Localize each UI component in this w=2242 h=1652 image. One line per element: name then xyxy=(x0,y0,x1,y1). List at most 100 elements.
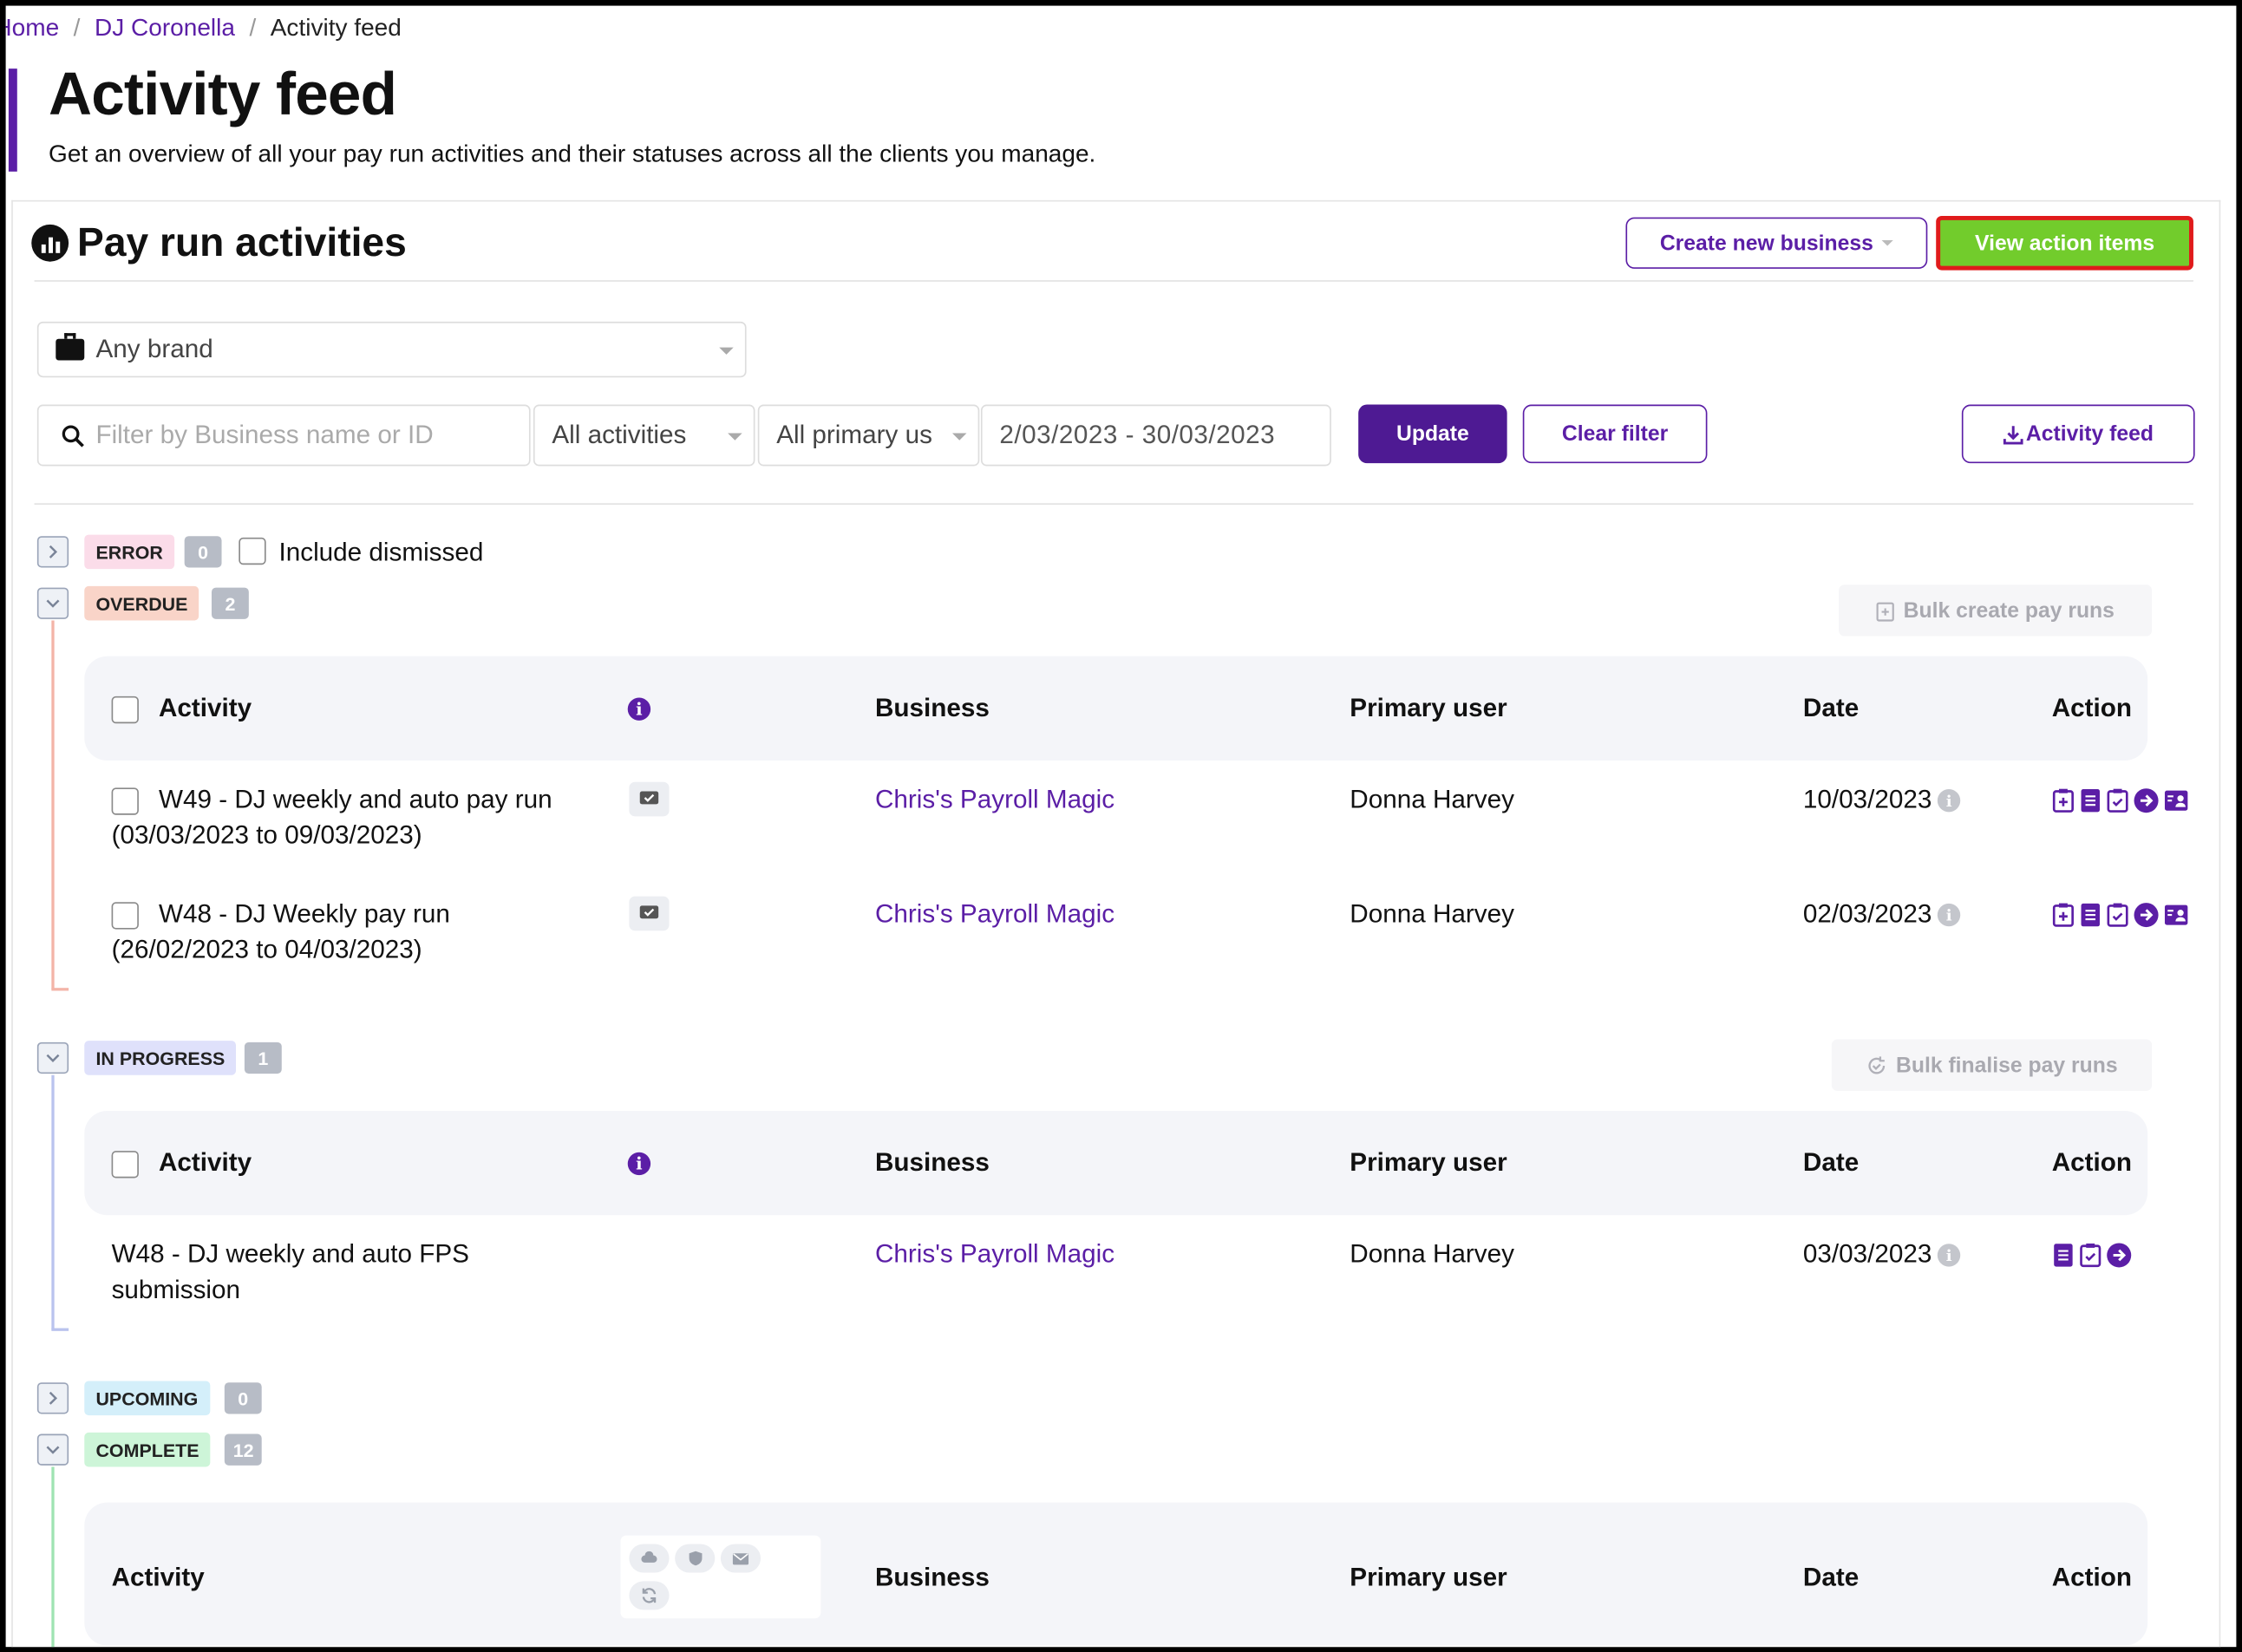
chevron-down-icon xyxy=(46,1446,60,1454)
clipboard-check-icon[interactable] xyxy=(2079,1243,2101,1269)
divider xyxy=(34,503,2193,505)
collapse-complete-toggle[interactable] xyxy=(36,1433,69,1466)
expand-error-toggle[interactable] xyxy=(36,536,69,568)
column-action: Action xyxy=(2051,1562,2133,1591)
select-all-checkbox[interactable] xyxy=(111,1151,139,1179)
in-progress-group-line-end xyxy=(51,1328,69,1331)
complete-status-badge: COMPLETE xyxy=(84,1432,211,1467)
breadcrumb: Home / DJ Coronella / Activity feed xyxy=(6,14,402,42)
integration-status-icons xyxy=(620,1535,821,1619)
in-progress-count: 1 xyxy=(244,1041,282,1074)
primary-user: Donna Harvey xyxy=(1350,785,1514,814)
column-business: Business xyxy=(874,1562,990,1591)
expand-upcoming-toggle[interactable] xyxy=(36,1382,69,1414)
user-assign-icon[interactable] xyxy=(2163,902,2189,928)
create-new-business-button[interactable]: Create new business xyxy=(1625,217,1928,269)
card-title-text: Pay run activities xyxy=(77,219,407,264)
business-link[interactable]: Chris's Payroll Magic xyxy=(874,898,1115,928)
in-progress-status-badge: IN PROGRESS xyxy=(84,1041,237,1075)
breadcrumb-separator: / xyxy=(73,14,81,42)
collapse-in-progress-toggle[interactable] xyxy=(36,1041,69,1074)
activity-name: W49 - DJ weekly and auto pay run xyxy=(158,785,552,814)
arrow-right-circle-icon[interactable] xyxy=(2106,1243,2132,1269)
update-button[interactable]: Update xyxy=(1358,404,1507,464)
briefcase-icon xyxy=(56,333,85,361)
overdue-status-badge: OVERDUE xyxy=(84,585,199,621)
collapse-overdue-toggle[interactable] xyxy=(36,587,69,619)
overdue-group-line xyxy=(51,620,54,989)
sync-icon[interactable] xyxy=(629,1581,670,1610)
column-activity: Activity xyxy=(158,1147,252,1177)
clipboard-plus-icon[interactable] xyxy=(2052,902,2075,928)
info-icon[interactable]: i xyxy=(1938,789,1961,813)
date-range-value: 2/03/2023 - 30/03/2023 xyxy=(999,420,1276,449)
export-label: Activity feed xyxy=(2025,421,2154,447)
clear-filter-button[interactable]: Clear filter xyxy=(1522,404,1708,464)
activity-date: 03/03/2023 i xyxy=(1803,1237,1961,1272)
info-icon[interactable]: i xyxy=(1938,904,1961,927)
chevron-down-icon xyxy=(1881,239,1893,246)
column-activity: Activity xyxy=(158,693,252,722)
activity-date: 10/03/2023 i xyxy=(1803,782,1961,818)
primary-user-select[interactable]: All primary us xyxy=(757,404,980,467)
document-icon[interactable] xyxy=(2079,787,2101,813)
in-progress-table-header xyxy=(84,1110,2148,1216)
activity-name: W48 - DJ Weekly pay run xyxy=(158,898,450,928)
breadcrumb-home[interactable]: Home xyxy=(0,14,60,42)
brand-select[interactable]: Any brand xyxy=(36,321,747,378)
breadcrumb-separator: / xyxy=(249,14,257,42)
shield-icon[interactable] xyxy=(675,1544,716,1573)
arrow-right-circle-icon[interactable] xyxy=(2134,902,2160,928)
select-all-checkbox[interactable] xyxy=(111,695,139,724)
refresh-check-icon xyxy=(1868,1055,1886,1074)
row-checkbox[interactable] xyxy=(111,787,139,815)
in-progress-group-line xyxy=(51,1074,54,1330)
business-link[interactable]: Chris's Payroll Magic xyxy=(874,1239,1115,1269)
column-business: Business xyxy=(874,1147,990,1177)
overdue-table-header xyxy=(84,656,2148,761)
brand-select-value: Any brand xyxy=(95,334,213,363)
clear-filter-label: Clear filter xyxy=(1561,421,1669,447)
info-icon[interactable]: i xyxy=(627,697,651,721)
business-link[interactable]: Chris's Payroll Magic xyxy=(874,785,1115,814)
info-icon[interactable]: i xyxy=(627,1152,651,1176)
business-search-input[interactable]: Filter by Business name or ID xyxy=(36,404,531,467)
upcoming-status-badge: UPCOMING xyxy=(84,1381,210,1416)
clipboard-check-icon[interactable] xyxy=(2106,902,2128,928)
view-action-items-button[interactable]: View action items xyxy=(1936,215,2193,271)
column-action: Action xyxy=(2051,1147,2133,1177)
card-title: Pay run activities xyxy=(31,219,407,266)
document-icon[interactable] xyxy=(2052,1243,2075,1269)
bulk-finalise-pay-runs-button[interactable]: Bulk finalise pay runs xyxy=(1831,1039,2153,1091)
row-actions xyxy=(2052,902,2189,928)
date-range-input[interactable]: 2/03/2023 - 30/03/2023 xyxy=(980,404,1331,467)
arrow-right-circle-icon[interactable] xyxy=(2134,787,2160,813)
bulk-create-pay-runs-button[interactable]: Bulk create pay runs xyxy=(1839,584,2153,637)
include-dismissed-checkbox[interactable] xyxy=(239,537,266,565)
title-accent-bar xyxy=(8,69,17,172)
user-assign-icon[interactable] xyxy=(2163,787,2189,813)
clipboard-plus-icon[interactable] xyxy=(2052,787,2075,813)
info-icon[interactable]: i xyxy=(1938,1244,1961,1268)
document-icon[interactable] xyxy=(2079,902,2101,928)
message-icon[interactable] xyxy=(629,896,670,931)
clipboard-check-icon[interactable] xyxy=(2106,787,2128,813)
overdue-group-line-end xyxy=(51,988,69,990)
activity-date: 02/03/2023 i xyxy=(1803,897,1961,932)
row-actions xyxy=(2052,787,2189,813)
activity-date-text: 02/03/2023 xyxy=(1802,898,1932,928)
column-date: Date xyxy=(1802,1562,1860,1591)
export-activity-feed-button[interactable]: Activity feed xyxy=(1961,404,2195,464)
activity-date-text: 10/03/2023 xyxy=(1802,785,1932,814)
row-checkbox[interactable] xyxy=(111,902,139,930)
activity-period: submission xyxy=(111,1275,241,1304)
search-icon xyxy=(62,424,84,447)
cloud-icon[interactable] xyxy=(629,1544,670,1573)
activities-select[interactable]: All activities xyxy=(533,404,755,467)
breadcrumb-client[interactable]: DJ Coronella xyxy=(94,14,235,42)
mail-icon[interactable] xyxy=(720,1544,761,1573)
message-icon[interactable] xyxy=(629,781,670,817)
complete-count: 12 xyxy=(224,1433,263,1466)
error-status-badge: ERROR xyxy=(84,534,175,570)
row-actions xyxy=(2052,1243,2132,1269)
